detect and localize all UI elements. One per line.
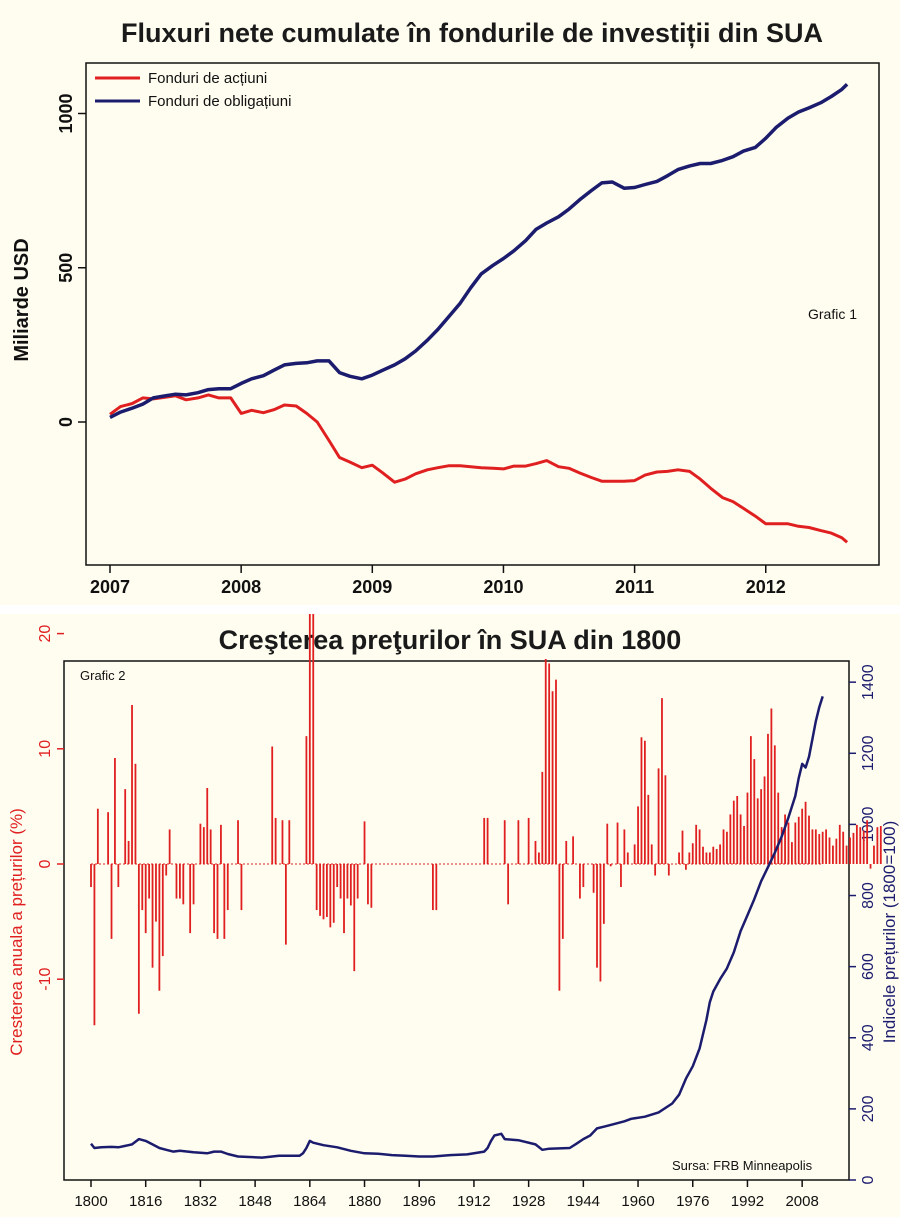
net-flows-chart: Fluxuri nete cumulate în fondurile de in… bbox=[11, 18, 880, 597]
chart2-source-note: Sursa: FRB Minneapolis bbox=[672, 1158, 813, 1173]
chart1-plot-frame bbox=[85, 62, 880, 566]
y-tick-label: 0 bbox=[56, 417, 76, 427]
price-growth-chart: Creşterea preţurilor în SUA din 1800 Cre… bbox=[7, 614, 899, 1210]
x-tick-label: 1896 bbox=[403, 1193, 436, 1210]
x-tick-label: 1944 bbox=[567, 1193, 600, 1210]
price-index-line bbox=[90, 696, 824, 1159]
x-tick-label: 1976 bbox=[676, 1193, 709, 1210]
x-tick-label: 1864 bbox=[293, 1193, 326, 1210]
chart2-left-ticks: -100102030 bbox=[37, 625, 64, 991]
chart2-right-ticks: 0 200 400 600 800 1000 1200 1400 bbox=[849, 664, 877, 1184]
right-tick-label: 1400 bbox=[860, 664, 877, 700]
x-tick-label: 1960 bbox=[621, 1193, 654, 1210]
chart2-right-axis-label: Indicele prețurilor (1800=100) bbox=[880, 821, 899, 1044]
chart2-left-axis-label: Cresterea anuala a prețurilor (%) bbox=[7, 808, 26, 1056]
chart2-x-ticks: 1800 1816 1832 1848 1864 1880 1896 1912 1928 1944… bbox=[74, 1180, 819, 1210]
right-tick-label: 400 bbox=[860, 1024, 877, 1051]
series-line-bond-funds bbox=[109, 82, 849, 419]
right-tick-label: 200 bbox=[860, 1095, 877, 1122]
x-tick-label: 1992 bbox=[731, 1193, 764, 1210]
x-tick-label: 2008 bbox=[785, 1193, 818, 1210]
x-tick-label: 2010 bbox=[483, 577, 523, 597]
chart1-legend: Fonduri de acțiuni Fonduri de obligațiun… bbox=[95, 70, 291, 110]
right-tick-label: 1200 bbox=[860, 735, 877, 771]
x-tick-label: 1816 bbox=[129, 1193, 162, 1210]
chart2-plot-frame bbox=[63, 660, 850, 1181]
chart2-title: Creşterea preţurilor în SUA din 1800 bbox=[219, 625, 682, 655]
chart1-y-axis-label: Miliarde USD bbox=[11, 238, 33, 361]
x-tick-label: 1928 bbox=[512, 1193, 545, 1210]
x-tick-label: 2011 bbox=[615, 577, 654, 597]
chart-panel-2: Creşterea preţurilor în SUA din 1800 Cre… bbox=[0, 614, 900, 1217]
left-tick-label: 20 bbox=[37, 625, 54, 643]
x-tick-label: 1880 bbox=[348, 1193, 381, 1210]
left-tick-label: 10 bbox=[37, 740, 54, 758]
x-tick-label: 1832 bbox=[184, 1193, 217, 1210]
x-tick-label: 2008 bbox=[221, 577, 261, 597]
chart1-title: Fluxuri nete cumulate în fondurile de in… bbox=[121, 18, 823, 48]
right-tick-label: 600 bbox=[860, 953, 877, 980]
chart1-annotation: Grafic 1 bbox=[808, 306, 857, 322]
left-tick-label: -10 bbox=[37, 968, 54, 991]
y-tick-label: 1000 bbox=[56, 93, 76, 133]
x-tick-label: 1912 bbox=[457, 1193, 490, 1210]
annual-growth-bars bbox=[90, 614, 882, 1026]
right-tick-label: 1000 bbox=[860, 807, 877, 843]
right-tick-label: 800 bbox=[860, 882, 877, 909]
x-tick-label: 2009 bbox=[352, 577, 392, 597]
x-tick-label: 2007 bbox=[90, 577, 130, 597]
chart-panel-1: Fluxuri nete cumulate în fondurile de in… bbox=[0, 0, 900, 605]
series-line-equity-funds bbox=[109, 393, 849, 544]
x-tick-label: 1800 bbox=[74, 1193, 107, 1210]
y-tick-label: 500 bbox=[56, 253, 76, 283]
legend-label-bond: Fonduri de obligațiuni bbox=[148, 93, 291, 110]
legend-label-equity: Fonduri de acțiuni bbox=[148, 70, 267, 87]
chart1-x-ticks: 2007 2008 2009 2010 2011 2012 bbox=[90, 565, 786, 597]
x-tick-label: 2012 bbox=[746, 577, 786, 597]
chart2-annotation: Grafic 2 bbox=[80, 668, 126, 683]
left-tick-label: 0 bbox=[37, 859, 54, 868]
right-tick-label: 0 bbox=[860, 1175, 877, 1184]
chart1-y-ticks: 0 500 1000 bbox=[56, 93, 86, 427]
x-tick-label: 1848 bbox=[238, 1193, 271, 1210]
